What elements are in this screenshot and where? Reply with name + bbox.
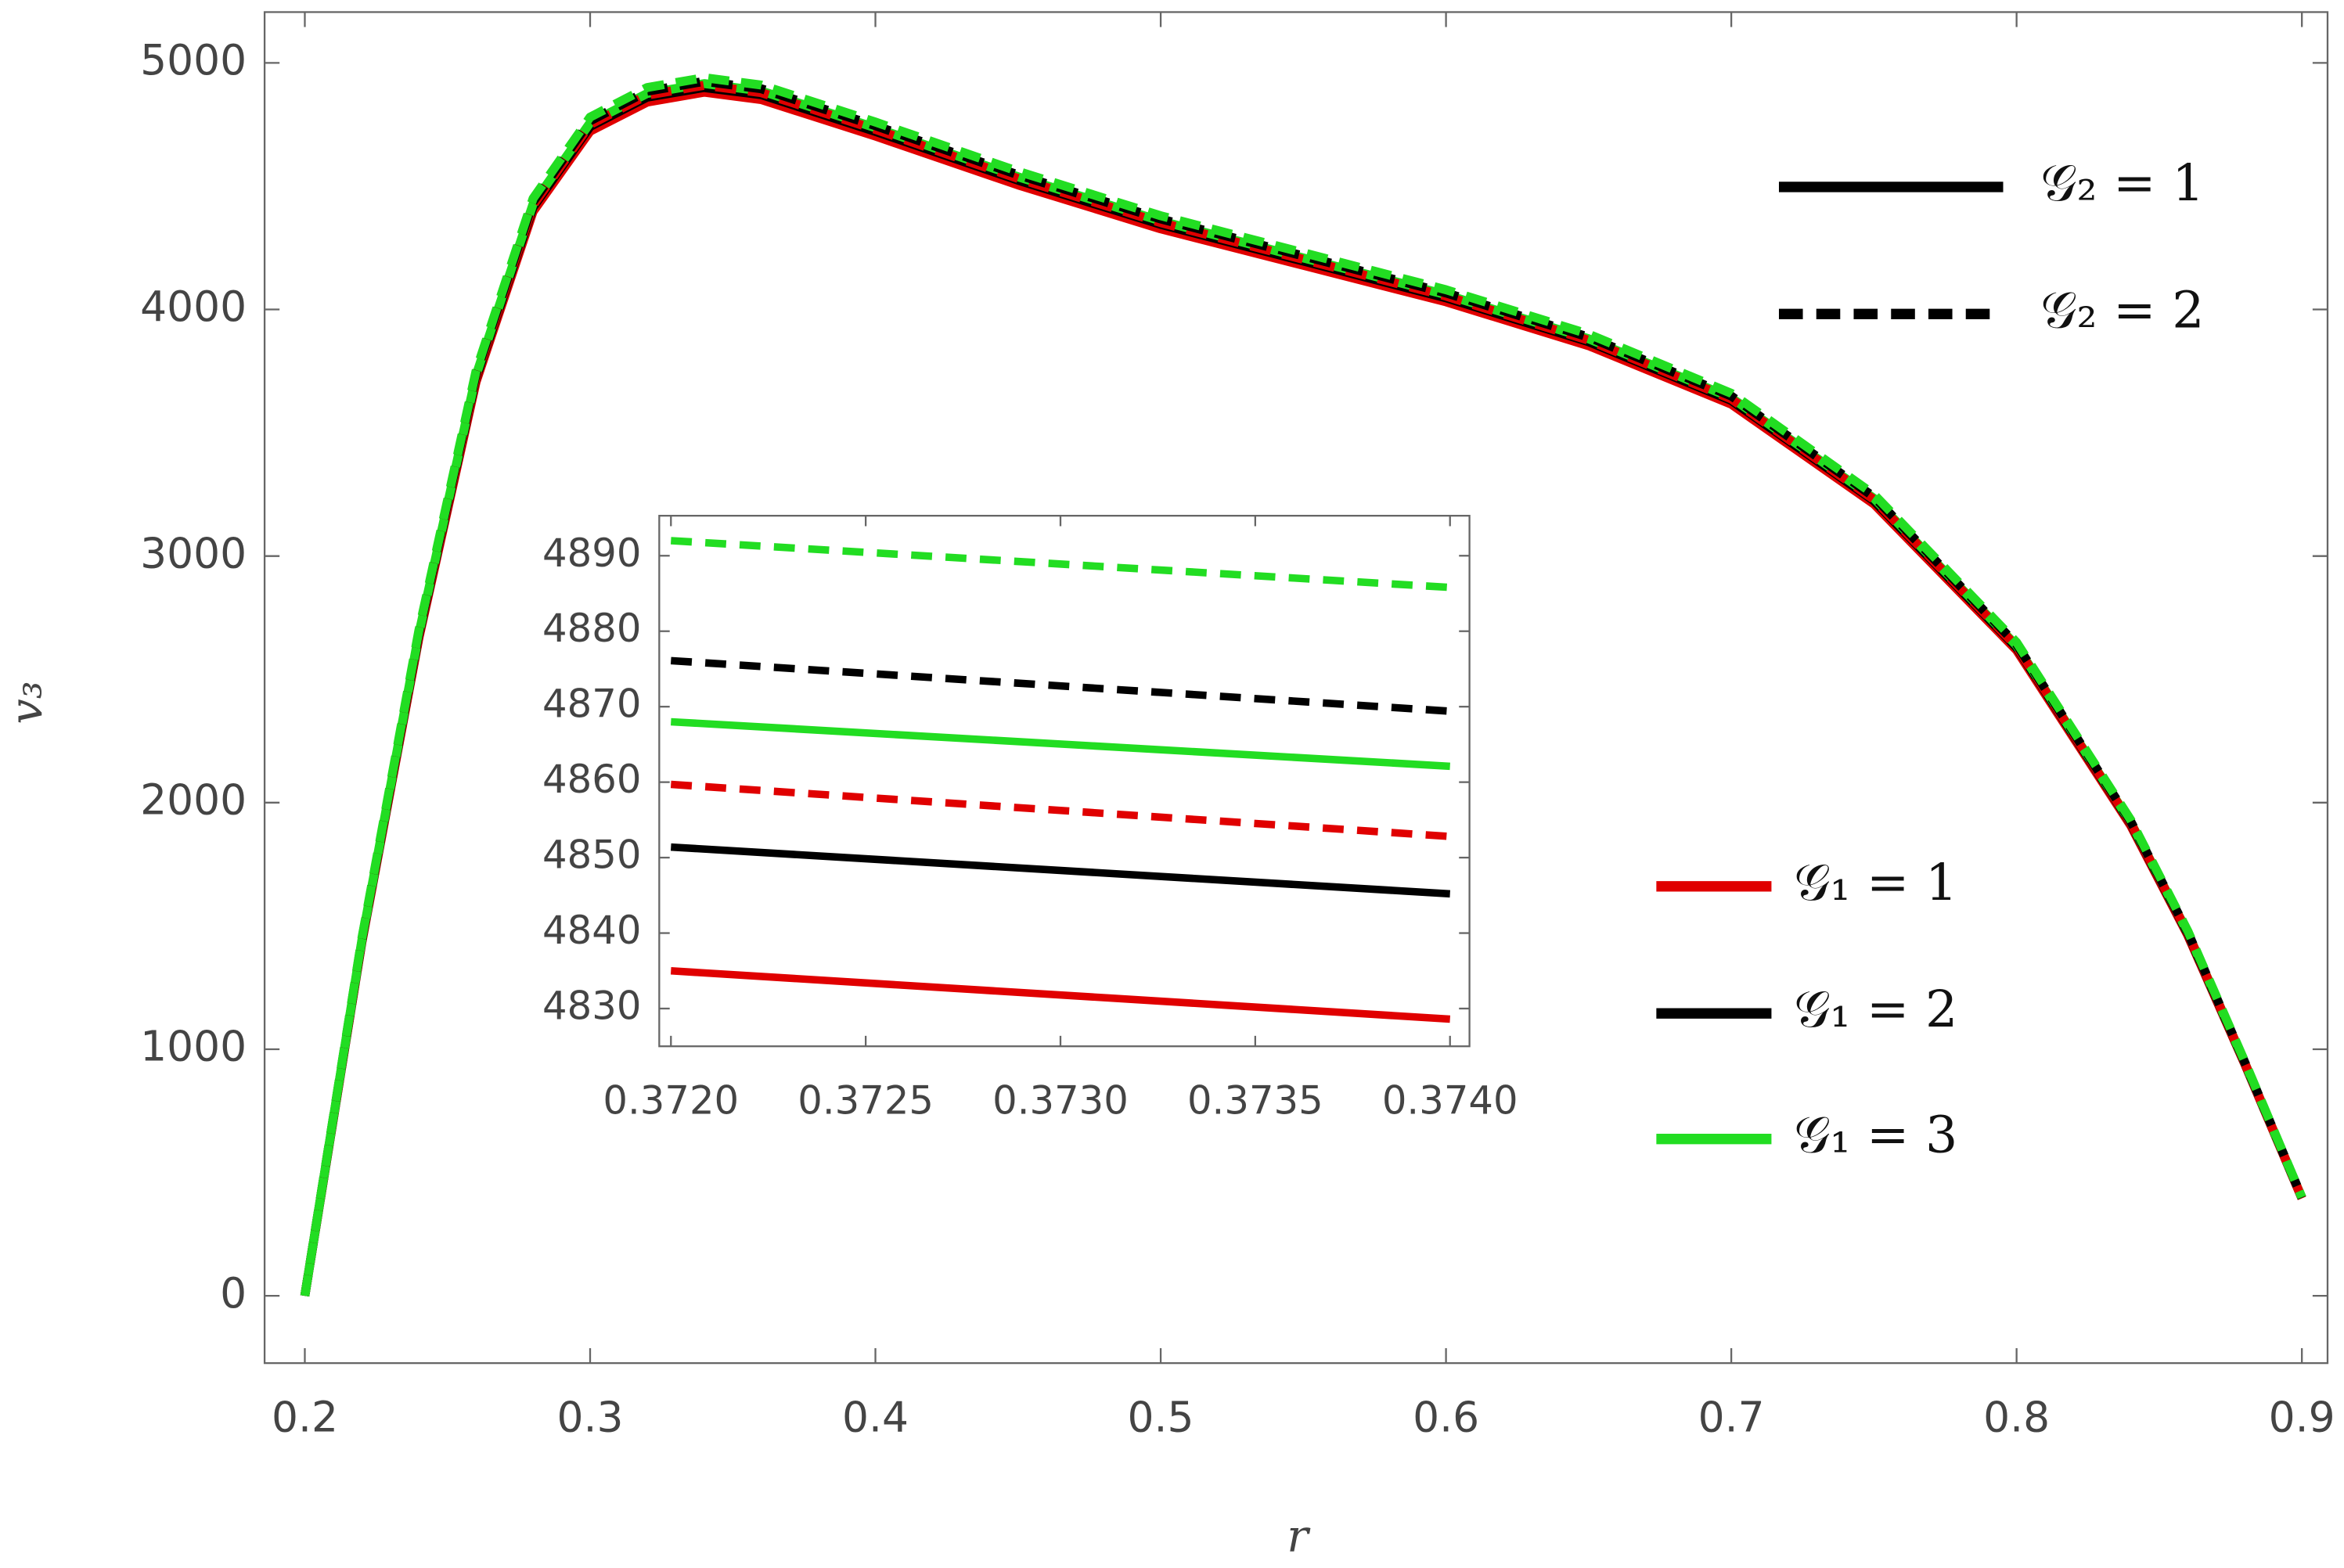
x-tick-label: 0.4: [842, 1392, 909, 1441]
plot-frame: [658, 514, 1471, 1048]
series-line: [670, 966, 1451, 1023]
series-line: [670, 780, 1451, 840]
x-tick-label: 0.3730: [992, 1077, 1129, 1123]
y-tick-label: 4860: [542, 757, 641, 802]
y-tick-label: 4870: [542, 682, 641, 727]
x-tick-label: 0.3720: [603, 1077, 739, 1123]
series-line: [670, 843, 1451, 898]
y-tick-label: 5000: [140, 35, 247, 85]
x-tick-label: 0.3735: [1187, 1077, 1323, 1123]
series-line: [671, 717, 1450, 771]
y-tick-label: 4880: [542, 606, 641, 651]
inset-background: [659, 516, 1470, 1047]
y-tick-label: 4830: [542, 983, 641, 1028]
legend-label: 𝒢₁ = 1: [1794, 854, 1957, 912]
x-tick-label: 0.3740: [1382, 1077, 1518, 1123]
x-tick-label: 0.9: [2269, 1392, 2335, 1441]
legend-label: 𝒢₁ = 2: [1794, 980, 1957, 1039]
x-tick-label: 0.8: [1983, 1392, 2050, 1441]
x-tick-label: 0.3725: [798, 1077, 934, 1123]
series-line: [670, 656, 1451, 715]
series-line: [670, 537, 1451, 592]
y-tick-label: 4000: [140, 282, 247, 331]
y-tick-label: 4840: [542, 908, 641, 953]
y-tick-label: 0: [220, 1268, 247, 1318]
y-tick-label: 4850: [542, 833, 641, 878]
y-axis-label: v₃: [0, 681, 52, 724]
x-tick-label: 0.5: [1128, 1392, 1194, 1441]
y-tick-label: 2000: [140, 775, 247, 824]
y-tick-label: 1000: [140, 1022, 247, 1071]
y-tick-label: 3000: [140, 528, 247, 577]
x-tick-label: 0.2: [272, 1392, 338, 1441]
x-tick-label: 0.7: [1698, 1392, 1765, 1441]
x-tick-label: 0.3: [556, 1392, 623, 1441]
plot-frame: [263, 11, 2329, 1365]
x-tick-label: 0.6: [1413, 1392, 1479, 1441]
legend-label: 𝒢₂ = 2: [2040, 281, 2204, 340]
x-axis-label: r: [1287, 1510, 1311, 1563]
legend-label: 𝒢₁ = 3: [1794, 1106, 1957, 1165]
legend-label: 𝒢₂ = 1: [2040, 154, 2204, 213]
series-line: [300, 73, 2306, 1297]
y-tick-label: 4890: [542, 530, 641, 576]
